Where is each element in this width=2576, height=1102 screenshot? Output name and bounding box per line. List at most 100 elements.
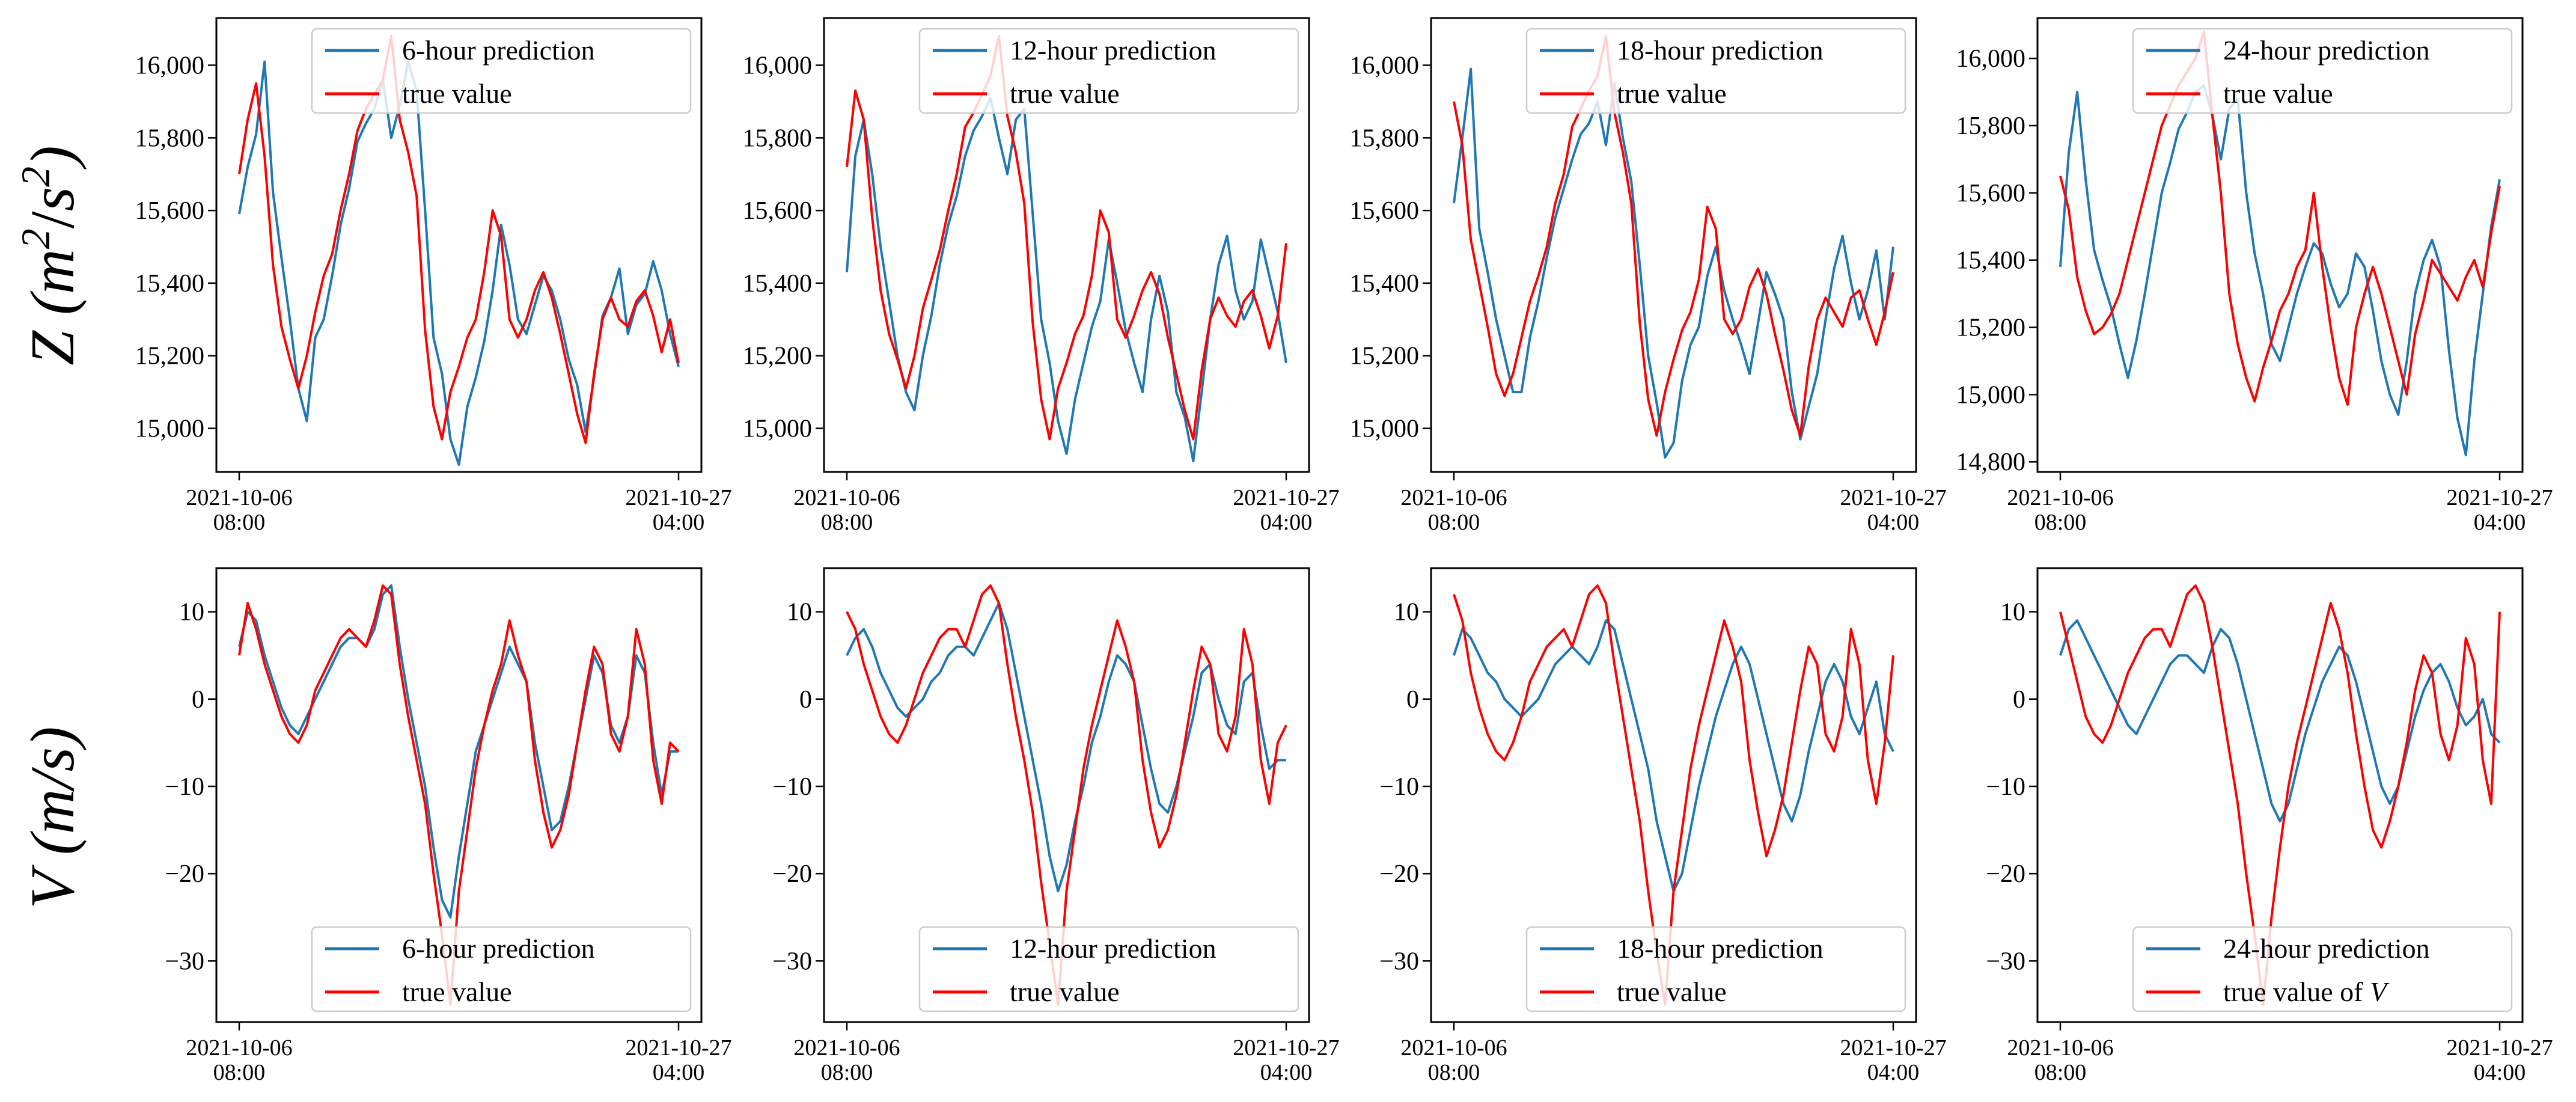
panel-v-3-legend-label-true: true value [1617,976,1727,1007]
panel-z-1-frame [215,17,703,473]
panel-z-2-ytick-label: 15,200 [743,343,813,370]
panel-z-4-ytick-label: 15,400 [1956,247,2026,275]
panel-z-4-ytick-label: 14,800 [1956,448,2026,476]
panel-v-4-series-prediction-line [2059,619,2501,823]
panel-v-3-ytick-label: 10 [1394,599,1419,626]
panel-z-3-series-prediction-line [1453,67,1894,459]
panel-z-4-xtick-date: 2021-10-06 [2007,485,2113,510]
panel-z-3-frame [1430,17,1917,473]
panel-v-1-legend-frame [311,926,692,1012]
panel-z-4-ytick-label: 15,600 [1956,180,2026,207]
panel-v-1-series-true-line [238,584,680,1006]
row-label-z-s: s [18,187,87,211]
panel-z-1: 15,000 15,200 15,400 15,600 15,800 16,000 2021… [135,17,732,535]
panel-z-4-ytick-label: 15,800 [1956,112,2026,140]
panel-z-1-ytick-label: 15,800 [135,124,205,152]
panel-z-2-xtick-time: 04:00 [1260,510,1313,535]
panel-v-3-legend-frame [1525,926,1906,1012]
panel-z-3-ytick-label: 15,800 [1350,124,1420,152]
panel-v-3-ytick-label: 0 [1406,686,1419,714]
panel-v-1-ytick-label: 10 [179,599,204,626]
panel-z-3-xtick-date: 2021-10-06 [1400,485,1507,510]
panel-v-4-ytick-label: −20 [1986,860,2025,888]
panel-v-2-legend: 12-hour prediction true value [918,926,1299,1012]
panel-z-1-xtick-time: 08:00 [213,510,266,535]
panel-v-2-ytick-label: 0 [799,686,812,714]
panel-z-2-legend-frame [918,28,1299,114]
panel-v-1-xtick-time: 04:00 [653,1060,705,1085]
panel-v-2-xtick-time: 04:00 [1260,1060,1313,1085]
row-label-z-close: ) [18,145,87,170]
panel-z-4-legend-label-prediction: 24-hour prediction [2223,35,2430,66]
panel-z-1-series-true-line [238,35,680,444]
panel-z-2-frame [823,17,1310,473]
panel-z-1-xtick-date: 2021-10-27 [625,485,731,510]
panel-z-2-xtick-date: 2021-10-06 [793,485,900,510]
panel-v-2-legend-label-true: true value [1010,976,1120,1007]
panel-z-2-legend-label-true: true value [1010,78,1120,109]
row-label-z-slash: / [18,211,87,228]
panel-z-2-legend: 12-hour prediction true value [918,28,1299,114]
panel-v-4-xtick-time: 04:00 [2474,1060,2526,1085]
panel-v-2-legend-label-prediction: 12-hour prediction [1010,933,1216,964]
panel-v-4-ytick-label: −30 [1986,947,2025,975]
panel-z-3-ytick-label: 16,000 [1350,52,1420,80]
panel-z-3-legend-label-true: true value [1617,78,1727,109]
panel-v-4-legend-frame [2132,926,2513,1012]
panel-v-3-xtick-date: 2021-10-06 [1400,1035,1507,1061]
panel-v-1-xtick-date: 2021-10-06 [186,1035,292,1061]
panel-z-1-legend-label-prediction: 6-hour prediction [402,35,595,66]
panel-z-3-ytick-label: 15,600 [1350,197,1420,225]
panel-v-4-xtick-time: 08:00 [2034,1060,2087,1085]
panel-v-2-xtick-date: 2021-10-06 [793,1035,900,1061]
panel-v-1-frame [215,567,703,1023]
row-label-z-symbol: Z [18,330,87,366]
panel-v-3-legend: 18-hour prediction true value [1525,926,1906,1012]
panel-v-2-ytick-label: −10 [772,773,812,801]
panel-v-4-series-true-line [2059,584,2501,1006]
panel-z-3-ytick-label: 15,200 [1350,343,1420,370]
panel-v-4-legend-label-prediction: 24-hour prediction [2223,933,2430,964]
panel-z-2-ytick-label: 15,800 [743,124,813,152]
panel-z-3-ytick-label: 15,000 [1350,415,1420,443]
panel-v-4-legend-label-true: true value of V [2223,976,2390,1007]
panel-z-4-legend-frame [2132,28,2513,114]
panel-z-1-xtick-time: 04:00 [653,510,705,535]
panel-z-2-series-prediction-line [846,96,1287,462]
panel-z-2-legend-label-prediction: 12-hour prediction [1010,35,1216,66]
panel-z-2-ytick-label: 15,400 [743,270,813,298]
panel-z-3: 15,000 15,200 15,400 15,600 15,800 16,000 2021… [1350,17,1947,535]
panel-v-1-ytick-label: −10 [165,773,204,801]
row-label-v-symbol: V [18,865,87,909]
row-label-v: V (m/s) [18,726,87,908]
panel-v-3-xtick-date: 2021-10-27 [1840,1035,1946,1061]
panel-z-1-xtick-date: 2021-10-06 [186,485,292,510]
panel-v-4-ytick-label: 10 [2000,599,2025,626]
panel-z-3-xtick-date: 2021-10-27 [1840,485,1946,510]
panel-z-1-legend-label-true: true value [402,78,512,109]
panel-v-3-xtick-time: 08:00 [1428,1060,1480,1085]
panel-v-4-xtick-date: 2021-10-06 [2007,1035,2113,1061]
row-label-z-s-exp: 2 [13,167,58,187]
panel-z-4-legend-label-true: true value [2223,78,2333,109]
row-label-z-open: ( [18,291,87,315]
row-label-z-m: m [18,249,87,294]
panel-z-4-legend: 24-hour prediction true value [2132,28,2513,114]
panel-z-2-ytick-label: 16,000 [743,52,813,80]
panel-v-1-ytick-label: −30 [165,947,204,975]
panel-v-4-legend-label-italic: V [2370,976,2390,1007]
panel-v-2-legend-frame [918,926,1299,1012]
row-label-z-m-exp: 2 [13,228,58,249]
panel-v-3-series-true-line [1453,584,1894,1006]
panel-z-1-legend-frame [311,28,692,114]
panel-v-2-frame [823,567,1310,1023]
panel-z-4-xtick-time: 04:00 [2474,510,2526,535]
panel-v-2-series-prediction-line [846,602,1286,893]
panel-z-3-xtick-time: 08:00 [1428,510,1480,535]
panel-v-2-ytick-label: −20 [772,860,812,888]
panel-v-3-frame [1430,567,1917,1023]
